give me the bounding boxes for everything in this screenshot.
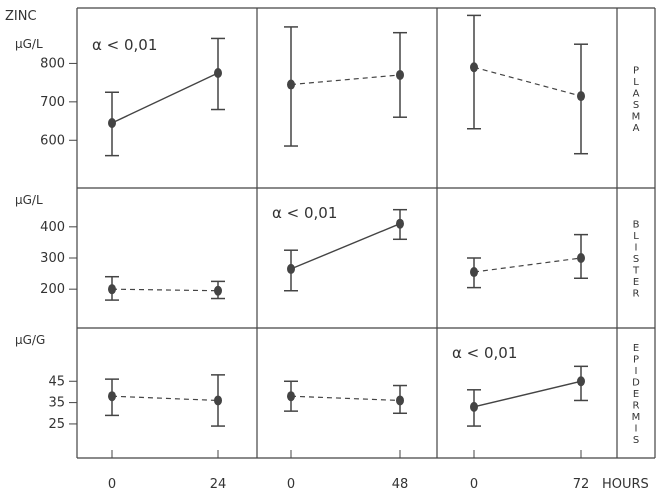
mean-connector-line: [290, 395, 401, 402]
hours-label: HOURS: [602, 477, 649, 492]
row-label-letter: R: [633, 289, 640, 300]
row-label-letter: M: [632, 111, 641, 122]
row-label-letter: A: [633, 123, 640, 134]
data-point: [214, 395, 222, 406]
row-label-letter: E: [633, 343, 639, 354]
y-tick-label: 25: [48, 417, 65, 432]
data-point: [287, 263, 295, 274]
x-tick-label: 0: [108, 477, 116, 492]
data-point: [108, 391, 116, 402]
row-label-letter: S: [633, 254, 639, 265]
row-label-letter: P: [633, 65, 639, 76]
row-label-letter: D: [632, 378, 640, 389]
y-tick-label: 600: [40, 133, 65, 148]
data-point: [287, 391, 295, 402]
y-tick-label: 800: [40, 56, 65, 71]
row-label-letter: L: [633, 231, 639, 242]
mean-connector-line: [290, 74, 401, 86]
mean-connector-line: [290, 223, 401, 270]
y-unit-label: µG/L: [15, 193, 43, 207]
data-point: [214, 68, 222, 79]
row-label-letter: I: [635, 366, 638, 377]
y-tick-label: 300: [40, 251, 65, 266]
row-label-letter: T: [632, 266, 640, 277]
mean-connector-line: [111, 288, 219, 292]
row-label-letter: S: [633, 435, 639, 446]
significance-annotation: α < 0,01: [452, 344, 517, 362]
data-point: [396, 395, 404, 406]
row-label-letter: I: [635, 243, 638, 254]
x-tick-label: 72: [573, 477, 590, 492]
x-tick-label: 24: [210, 477, 227, 492]
y-unit-label: µG/G: [15, 333, 45, 347]
significance-annotation: α < 0,01: [272, 204, 337, 222]
data-point: [470, 62, 478, 73]
y-tick-label: 200: [40, 282, 65, 297]
y-unit-label: µG/L: [15, 37, 43, 51]
significance-annotation: α < 0,01: [92, 36, 157, 54]
row-label-letter: E: [633, 389, 639, 400]
mean-connector-line: [111, 72, 219, 124]
figure-title: ZINC: [5, 9, 37, 24]
data-point: [577, 253, 585, 263]
data-point: [577, 376, 585, 387]
y-tick-label: 35: [48, 396, 65, 411]
data-point: [214, 285, 222, 296]
data-point: [396, 218, 404, 229]
row-label-letter: E: [633, 277, 639, 288]
x-tick-label: 48: [392, 477, 409, 492]
mean-connector-line: [473, 66, 582, 97]
data-point: [470, 267, 478, 278]
y-tick-label: 45: [48, 374, 65, 389]
data-point: [287, 79, 295, 90]
row-label-letter: P: [633, 355, 639, 366]
row-label-letter: R: [633, 401, 640, 412]
row-label-letter: L: [633, 77, 639, 88]
row-label-letter: M: [632, 412, 641, 423]
data-point: [577, 91, 585, 102]
y-tick-label: 400: [40, 220, 65, 235]
y-tick-label: 700: [40, 95, 65, 110]
row-label-letter: B: [633, 220, 640, 231]
row-label-letter: I: [635, 424, 638, 435]
row-label-letter: S: [633, 100, 639, 111]
data-point: [396, 69, 404, 80]
data-point: [108, 117, 116, 128]
data-point: [470, 401, 478, 412]
mean-connector-line: [473, 380, 582, 408]
data-point: [108, 284, 116, 295]
x-tick-label: 0: [470, 477, 478, 492]
row-label-letter: A: [633, 88, 640, 99]
mean-connector-line: [111, 395, 219, 402]
x-tick-label: 0: [287, 477, 295, 492]
mean-connector-line: [473, 257, 582, 273]
